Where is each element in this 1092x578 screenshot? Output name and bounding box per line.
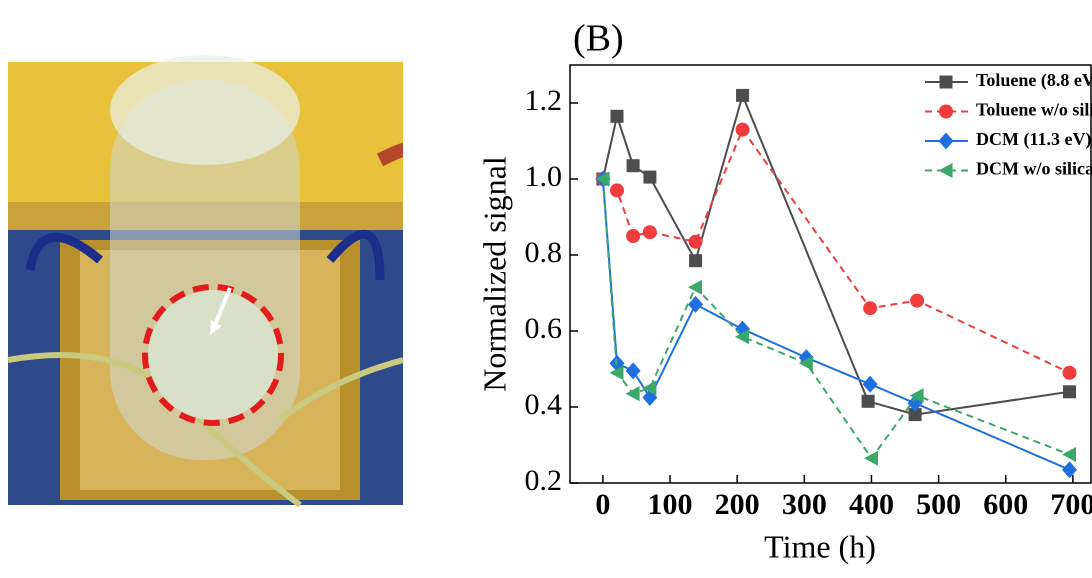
marker <box>910 294 924 308</box>
x-tick-label: 700 <box>1050 488 1092 521</box>
marker <box>863 376 878 393</box>
x-tick-label: 600 <box>983 488 1028 521</box>
legend-label: Toluene w/o silica <box>976 100 1092 120</box>
x-axis-title: Time (h) <box>764 528 876 564</box>
legend-label: DCM w/o silica <box>976 159 1092 179</box>
marker <box>939 133 954 150</box>
photo <box>8 55 403 505</box>
legend-label: Toluene (8.8 eV) w/ silica <box>976 70 1092 91</box>
y-tick-label: 0.8 <box>525 236 563 269</box>
marker <box>862 395 875 408</box>
plot-frame <box>570 65 1091 483</box>
marker <box>1062 447 1076 462</box>
marker <box>1062 461 1077 478</box>
x-tick-label: 200 <box>715 488 760 521</box>
legend-label: DCM (11.3 eV) w/ silica <box>976 129 1092 150</box>
marker <box>864 451 878 466</box>
marker <box>626 362 641 379</box>
marker <box>1063 366 1077 380</box>
y-tick-label: 0.4 <box>525 388 563 421</box>
figure: (B) Time (h) Normalized signal 0 100 200 30… <box>0 0 1092 578</box>
x-tick-label: 100 <box>648 488 693 521</box>
marker <box>689 235 703 249</box>
marker <box>610 110 623 123</box>
marker <box>643 171 656 184</box>
marker <box>689 254 702 267</box>
y-tick-label: 1.2 <box>525 84 563 117</box>
x-tick-label: 500 <box>916 488 961 521</box>
y-tick-label: 0.6 <box>525 312 563 345</box>
marker <box>939 163 953 178</box>
marker <box>610 183 624 197</box>
marker <box>627 159 640 172</box>
marker <box>939 105 953 119</box>
x-tick-label: 400 <box>849 488 894 521</box>
marker <box>863 301 877 315</box>
chart-title: (B) <box>573 18 624 60</box>
y-axis-title: Normalized signal <box>476 156 512 392</box>
marker <box>688 280 702 295</box>
marker <box>643 225 657 239</box>
marker <box>1063 385 1076 398</box>
y-tick-label: 0.2 <box>525 464 563 497</box>
y-tick-label: 1.0 <box>525 160 563 193</box>
x-tick-label: 300 <box>782 488 827 521</box>
x-tick-label: 0 <box>595 488 610 521</box>
marker <box>736 89 749 102</box>
marker <box>626 229 640 243</box>
marker <box>940 76 953 89</box>
marker <box>736 123 750 137</box>
marker <box>626 386 640 401</box>
